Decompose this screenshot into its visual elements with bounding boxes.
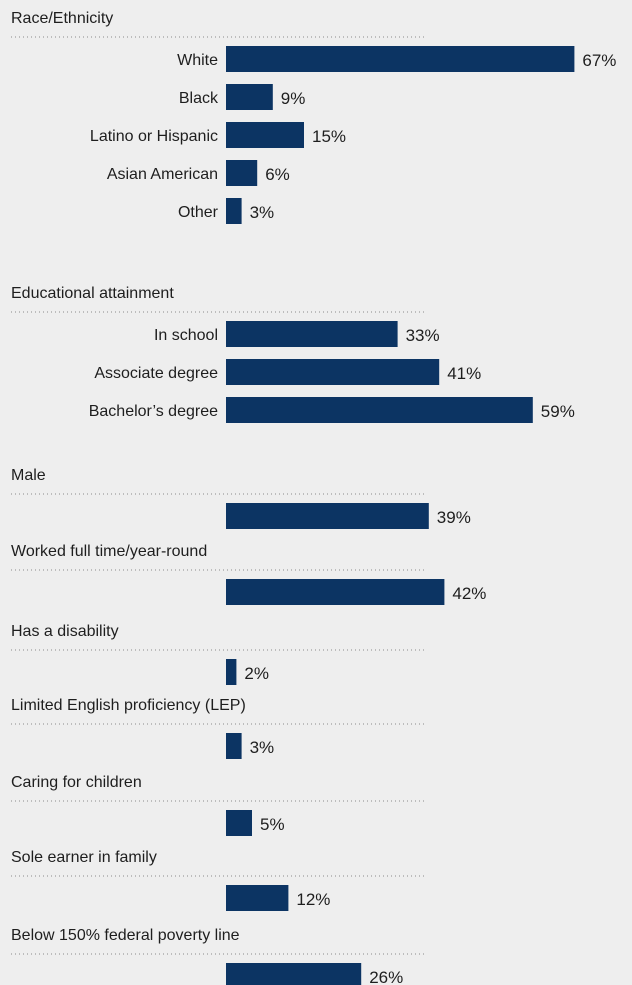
bar: [226, 160, 258, 186]
bar: [226, 46, 575, 72]
bar: [226, 321, 398, 347]
category-label: Latino or Hispanic: [90, 128, 218, 145]
category-label: Asian American: [107, 166, 218, 183]
group-heading: Caring for children: [11, 774, 142, 791]
group-heading: Limited English proficiency (LEP): [11, 697, 246, 714]
value-label: 3%: [250, 203, 275, 222]
group-heading: Below 150% federal poverty line: [11, 927, 240, 944]
value-label: 12%: [296, 890, 330, 909]
value-label: 67%: [582, 51, 616, 70]
group-heading: Educational attainment: [11, 285, 174, 302]
category-label: Associate degree: [94, 365, 218, 382]
bar: [226, 963, 362, 985]
value-label: 59%: [541, 402, 575, 421]
bar: [226, 359, 440, 385]
bar: [226, 885, 289, 911]
category-label: Black: [179, 90, 219, 107]
bar: [226, 659, 237, 685]
value-label: 39%: [437, 508, 471, 527]
category-label: Bachelor’s degree: [89, 403, 218, 420]
value-label: 15%: [312, 127, 346, 146]
group-heading: Worked full time/year-round: [11, 543, 207, 560]
bar: [226, 84, 273, 110]
category-label: Other: [178, 204, 219, 221]
group-heading: Male: [11, 467, 46, 484]
bar: [226, 122, 304, 148]
bar: [226, 503, 429, 529]
bar: [226, 198, 242, 224]
group-heading: Race/Ethnicity: [11, 10, 113, 27]
bar: [226, 733, 242, 759]
group-heading: Sole earner in family: [11, 849, 157, 866]
value-label: 26%: [369, 968, 403, 985]
value-label: 2%: [244, 664, 269, 683]
value-label: 3%: [250, 738, 275, 757]
category-label: In school: [154, 327, 218, 344]
value-label: 9%: [281, 89, 306, 108]
value-label: 33%: [406, 326, 440, 345]
value-label: 42%: [452, 584, 486, 603]
value-label: 41%: [447, 364, 481, 383]
bar: [226, 579, 445, 605]
value-label: 5%: [260, 815, 285, 834]
bar: [226, 397, 533, 423]
value-label: 6%: [265, 165, 290, 184]
bar: [226, 810, 252, 836]
group-heading: Has a disability: [11, 623, 119, 640]
category-label: White: [177, 52, 218, 69]
